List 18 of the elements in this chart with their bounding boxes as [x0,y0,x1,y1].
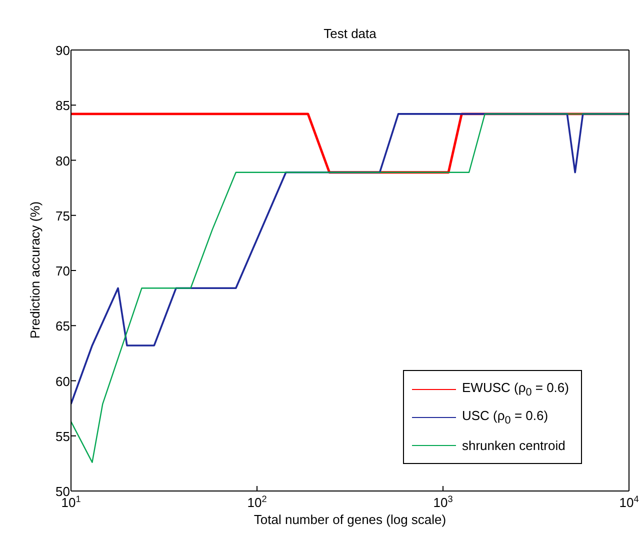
y-tick-label: 80 [56,153,70,168]
y-tick-label: 85 [56,98,70,114]
x-axis-title: Total number of genes (log scale) [252,512,448,527]
chart-title: Test data [322,26,378,41]
y-tick-label: 90 [56,43,70,58]
y-axis-title: Prediction accuracy (%) [28,201,42,339]
y-tick-label: 75 [56,208,70,224]
y-tick-label: 65 [56,318,70,334]
y-tick-label: 50 [56,484,70,499]
y-tick-label: 60 [56,374,70,389]
legend-label: EWUSC (ρ$_{0}$ = 0.6) [462,380,569,398]
x-tick-label: 10$^{3}$ [433,494,453,510]
x-tick-label: 10$^{4}$ [619,494,639,510]
y-tick-label: 70 [56,264,70,278]
x-tick-label: 10$^{2}$ [247,494,267,510]
legend-label: USC (ρ$_{0}$ = 0.6) [462,408,548,426]
y-tick-label: 55 [56,428,70,444]
legend-label: shrunken centroid [462,438,566,452]
